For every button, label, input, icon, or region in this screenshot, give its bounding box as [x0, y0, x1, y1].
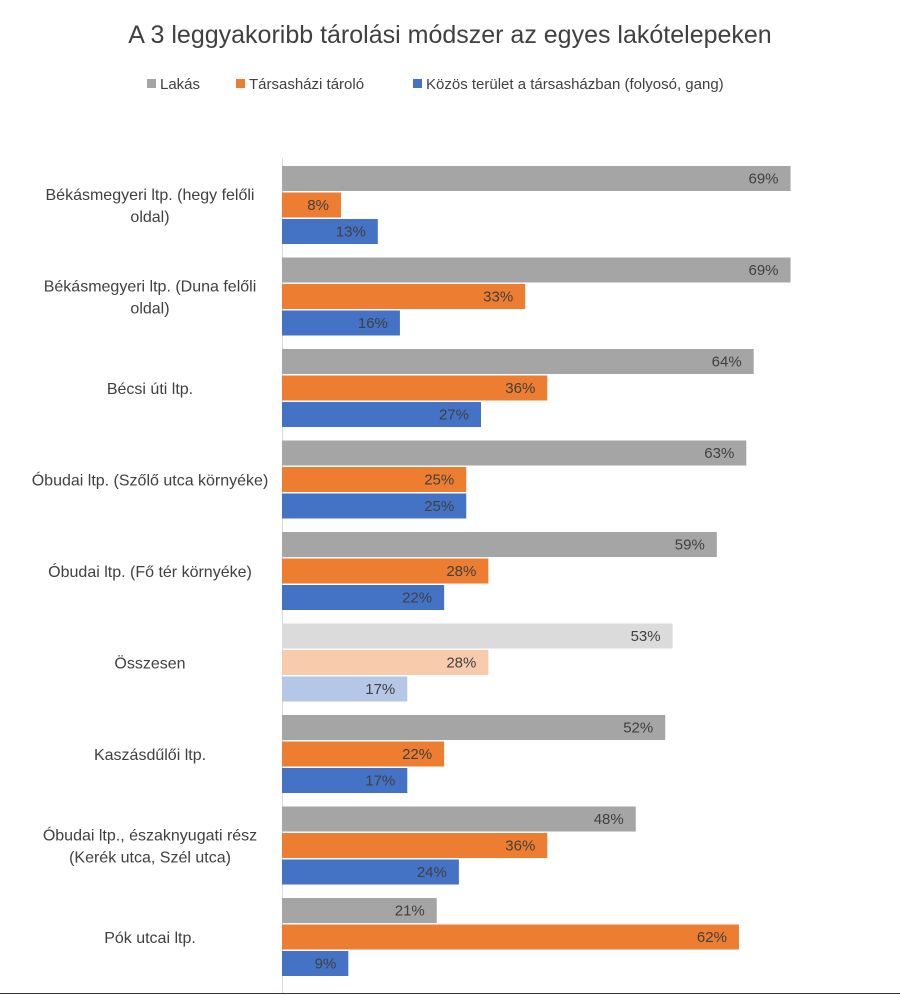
category-label-2-line-2: oldal): [130, 301, 169, 318]
bar-4-2: [282, 467, 467, 492]
legend-swatch-2: [236, 79, 245, 88]
bar-5-2: [282, 558, 489, 584]
bar-2-2: [282, 284, 526, 309]
data-label-9-2: 62%: [697, 929, 727, 946]
plot-area: 69% 8% 13% Békásmegyeri ltp. (hegy felőli ol…: [32, 166, 791, 976]
bar-3-2: [282, 375, 548, 401]
bar-4-1: [282, 440, 747, 466]
data-label-4-3: 25%: [424, 498, 454, 515]
category-label-7: Kaszásdűlői ltp.: [94, 747, 206, 764]
data-label-7-2: 22%: [402, 746, 432, 763]
data-label-2-2: 33%: [483, 289, 513, 306]
bar-3-1: [282, 349, 754, 374]
data-label-2-1: 69%: [748, 262, 778, 279]
bar-9-2: [282, 924, 739, 950]
legend: Lakás Társasházi tároló Közös terület a tá…: [147, 76, 724, 93]
bar-1-2: [282, 192, 341, 218]
bar-7-2: [282, 741, 445, 767]
data-label-6-3: 17%: [365, 681, 395, 698]
bar-3-3: [282, 402, 481, 427]
bar-2-1: [282, 257, 791, 283]
category-label-1-line-1: Békásmegyeri ltp. (hegy felőli: [46, 187, 255, 204]
data-label-1-2: 8%: [307, 197, 329, 214]
data-label-3-1: 64%: [712, 354, 742, 371]
data-label-4-2: 25%: [424, 472, 454, 489]
data-label-9-1: 21%: [395, 903, 425, 920]
bar-6-1: [282, 623, 673, 649]
bar-2-3: [282, 310, 400, 336]
category-label-4: Óbudai ltp. (Szőlő utca környéke): [32, 471, 269, 490]
bar-1-3: [282, 219, 378, 244]
data-label-4-1: 63%: [704, 445, 734, 462]
data-label-8-3: 24%: [417, 864, 447, 881]
data-label-6-1: 53%: [631, 628, 661, 645]
bar-8-3: [282, 859, 459, 885]
data-label-5-2: 28%: [446, 563, 476, 580]
legend-swatch-3: [413, 79, 422, 88]
data-label-8-1: 48%: [594, 811, 624, 828]
bar-8-1: [282, 806, 636, 832]
legend-swatch-1: [147, 79, 156, 88]
legend-label-3: Közös terület a társasházban (folyosó, g…: [426, 76, 724, 93]
data-label-5-3: 22%: [402, 590, 432, 607]
bar-7-3: [282, 768, 408, 793]
category-label-3: Bécsi úti ltp.: [107, 381, 193, 398]
bar-4-3: [282, 493, 467, 519]
category-label-1-line-2: oldal): [130, 209, 169, 226]
data-label-3-2: 36%: [505, 380, 535, 397]
data-label-9-3: 9%: [315, 956, 337, 973]
bar-6-2: [282, 650, 489, 675]
category-label-2-line-1: Békásmegyeri ltp. (Duna felőli: [44, 279, 257, 296]
category-label-6: Összesen: [114, 655, 185, 673]
bar-5-1: [282, 532, 717, 557]
legend-label-1: Lakás: [160, 76, 200, 93]
chart-title: A 3 leggyakoribb tárolási módszer az egy…: [128, 21, 771, 49]
data-label-3-3: 27%: [439, 407, 469, 424]
data-label-6-2: 28%: [446, 655, 476, 672]
category-label-8-line-1: Óbudai ltp., északnyugati rész: [43, 826, 257, 845]
data-label-1-3: 13%: [336, 224, 366, 241]
bar-9-3: [282, 951, 349, 976]
bar-6-3: [282, 676, 408, 702]
data-label-5-1: 59%: [675, 537, 705, 554]
bar-9-1: [282, 898, 437, 923]
bar-7-1: [282, 715, 666, 740]
legend-label-2: Társasházi tároló: [249, 76, 364, 93]
bar-5-3: [282, 585, 445, 610]
data-label-7-3: 17%: [365, 773, 395, 790]
category-label-8-line-2: (Kerék utca, Szél utca): [69, 850, 231, 867]
data-label-1-1: 69%: [748, 171, 778, 188]
bar-1-1: [282, 166, 791, 191]
data-label-2-3: 16%: [358, 315, 388, 332]
bar-8-2: [282, 833, 548, 858]
category-label-9: Pók utcai ltp.: [104, 930, 196, 947]
data-label-8-2: 36%: [505, 838, 535, 855]
data-label-7-1: 52%: [623, 720, 653, 737]
category-label-5: Óbudai ltp. (Fő tér környéke): [48, 562, 252, 581]
